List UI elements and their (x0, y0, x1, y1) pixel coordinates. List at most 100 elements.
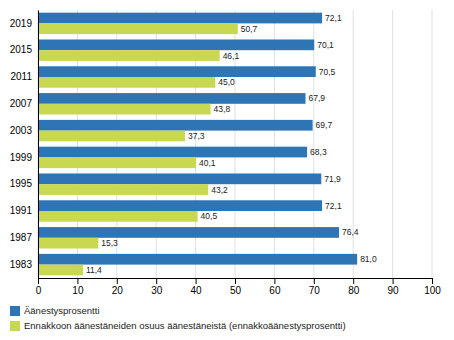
x-tick-label: 40 (191, 285, 203, 296)
y-tick: 1991 (10, 205, 33, 216)
x-tick: 20 (112, 278, 124, 296)
data-label: 40,1 (199, 158, 216, 168)
x-axis: 0 10 20 30 40 50 60 70 80 90 100 (36, 278, 442, 296)
y-tick-label: 1999 (10, 152, 33, 163)
data-label: 40,5 (201, 211, 218, 221)
x-tick: 60 (269, 278, 281, 296)
legend-swatch (10, 306, 20, 316)
x-tick-label: 50 (230, 285, 242, 296)
y-axis: 2019 2015 2011 2007 2003 1999 1995 1991 1987 1983 (10, 11, 39, 279)
x-tick-label: 0 (36, 285, 42, 296)
legend-label: Ennakkoon äänestäneiden osuus äänestänei… (24, 320, 346, 331)
x-tick-label: 90 (388, 285, 400, 296)
bar (38, 39, 314, 50)
bar (38, 254, 357, 265)
data-label: 72,1 (325, 201, 342, 211)
y-tick-label: 2019 (10, 18, 33, 29)
bar (38, 13, 322, 24)
grid-line (432, 10, 433, 278)
x-tick-mark (432, 278, 433, 284)
legend-item: Äänestysprosentti (10, 305, 100, 316)
bar (38, 173, 321, 184)
x-tick-label: 100 (424, 285, 441, 296)
bar (38, 104, 211, 115)
x-tick-label: 20 (112, 285, 124, 296)
x-tick-mark (77, 278, 78, 284)
y-tick: 2019 (10, 18, 33, 29)
y-tick: 1999 (10, 152, 33, 163)
data-label: 67,9 (309, 93, 326, 103)
y-tick: 2011 (10, 71, 32, 82)
data-labels: 72,1 70,1 70,5 67,9 69,7 68,3 71,9 72,1 76,4 81,0… (86, 13, 377, 275)
data-label: 68,3 (310, 147, 327, 157)
data-label: 43,8 (214, 104, 231, 114)
x-tick-label: 30 (151, 285, 163, 296)
x-tick-label: 60 (269, 285, 281, 296)
y-tick: 1983 (10, 259, 33, 270)
bar (38, 66, 316, 77)
x-tick: 10 (72, 278, 84, 296)
x-tick-label: 70 (309, 285, 321, 296)
legend-label: Äänestysprosentti (24, 305, 100, 316)
x-tick-mark (156, 278, 157, 284)
grid-line (38, 10, 39, 278)
y-axis-line (38, 11, 39, 279)
y-tick-label: 2003 (10, 125, 33, 136)
data-label: 46,1 (223, 51, 240, 61)
grid-line (392, 10, 393, 278)
bar (38, 23, 238, 34)
data-label: 70,1 (317, 40, 334, 50)
x-tick-mark (235, 278, 236, 284)
y-tick: 2007 (10, 98, 33, 109)
x-tick-mark (38, 278, 39, 284)
x-tick: 100 (424, 278, 441, 296)
y-tick-label: 1991 (10, 205, 33, 216)
bars (38, 13, 357, 276)
y-tick-label: 1987 (10, 232, 33, 243)
legend-swatch (10, 321, 20, 331)
x-tick-mark (314, 278, 315, 284)
y-tick-label: 2007 (10, 98, 33, 109)
bar (38, 265, 83, 276)
y-tick: 2015 (10, 44, 33, 55)
x-tick-mark (393, 278, 394, 284)
data-label: 69,7 (316, 120, 333, 130)
x-tick: 70 (309, 278, 321, 296)
x-tick: 50 (230, 278, 242, 296)
bar (38, 77, 215, 88)
bar (38, 238, 98, 249)
grid-line (353, 10, 354, 278)
data-label: 45,0 (218, 77, 235, 87)
x-tick-mark (117, 278, 118, 284)
y-tick-label: 2011 (10, 71, 32, 82)
chart: 72,1 70,1 70,5 67,9 69,7 68,3 71,9 72,1 76,4 81,0… (0, 0, 454, 340)
bar (38, 120, 313, 131)
data-label: 81,0 (360, 254, 377, 264)
data-label: 72,1 (325, 13, 342, 23)
bar (38, 211, 198, 222)
x-tick-mark (353, 278, 354, 284)
y-tick: 1995 (10, 178, 33, 189)
data-label: 76,4 (342, 227, 359, 237)
bar (38, 93, 306, 104)
data-label: 71,9 (324, 174, 341, 184)
x-tick-label: 80 (348, 285, 360, 296)
data-label: 50,7 (241, 24, 258, 34)
bar (38, 50, 220, 61)
x-axis-line (39, 279, 433, 285)
data-label: 11,4 (86, 265, 102, 275)
x-tick: 0 (36, 278, 42, 296)
y-tick-label: 1983 (10, 259, 33, 270)
y-tick: 2003 (10, 125, 33, 136)
plot: 72,1 70,1 70,5 67,9 69,7 68,3 71,9 72,1 76,4 81,0… (10, 10, 442, 296)
bar (38, 157, 196, 168)
data-label: 70,5 (319, 67, 336, 77)
bar (38, 184, 208, 195)
y-tick: 1987 (10, 232, 33, 243)
data-label: 15,3 (101, 238, 118, 248)
x-tick-mark (196, 278, 197, 284)
x-tick: 80 (348, 278, 360, 296)
bar (38, 147, 307, 158)
x-tick-mark (274, 278, 275, 284)
legend-item: Ennakkoon äänestäneiden osuus äänestänei… (10, 320, 346, 331)
